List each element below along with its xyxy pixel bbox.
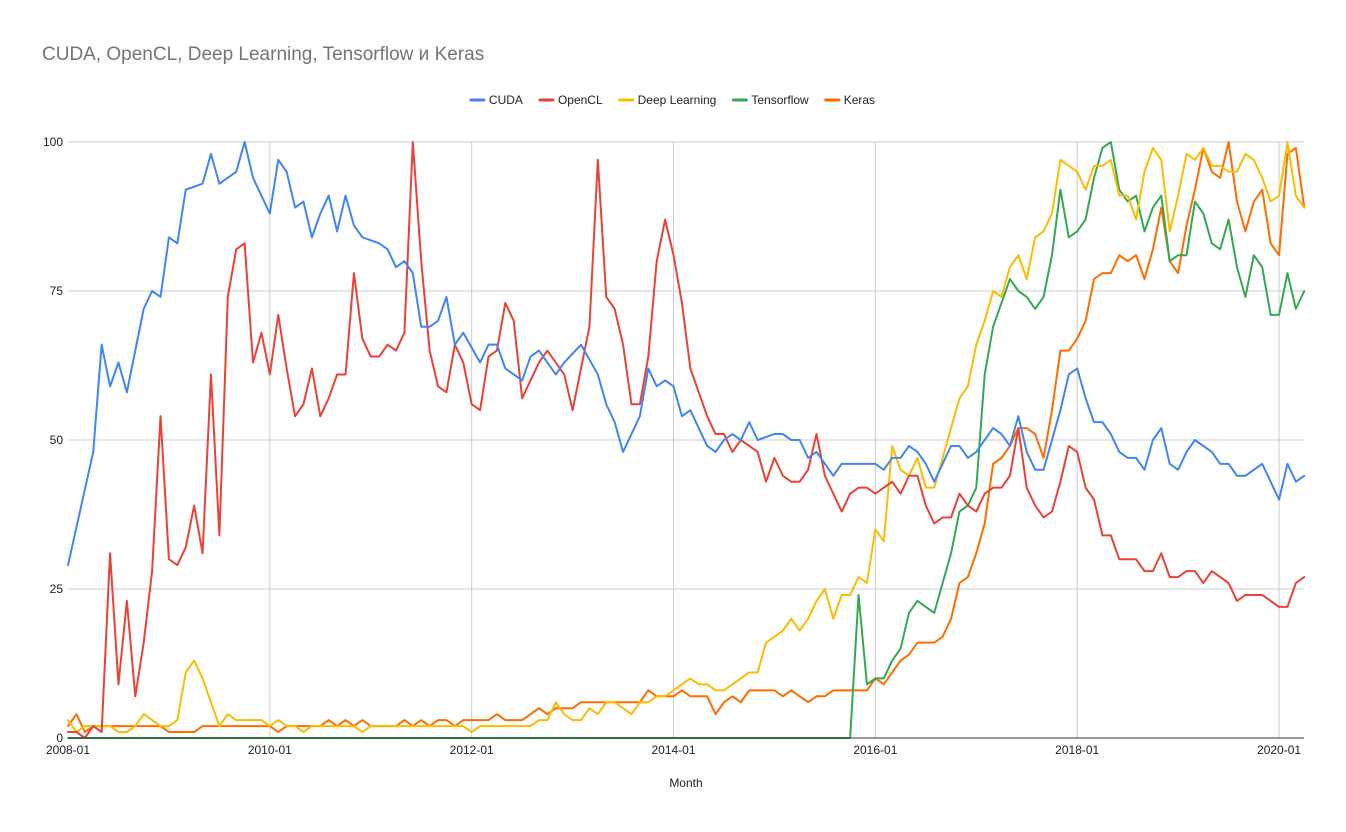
x-tick-label: 2018-01 xyxy=(1055,743,1099,757)
y-tick-label: 0 xyxy=(56,731,63,745)
gridlines xyxy=(68,141,1304,738)
legend-label-keras: Keras xyxy=(844,93,875,107)
y-tick-label: 25 xyxy=(50,582,64,596)
y-tick-label: 75 xyxy=(50,284,64,298)
x-tick-label: 2014-01 xyxy=(651,743,695,757)
x-tick-label: 2016-01 xyxy=(853,743,897,757)
x-tick-label: 2020-01 xyxy=(1257,743,1301,757)
series-line-deep-learning xyxy=(67,141,1306,734)
x-axis-ticks: 2008-01 2010-01 2012-01 2014-01 2016-01 2018-… xyxy=(46,743,1301,757)
chart-title: CUDA, OpenCL, Deep Learning, Tensorflow … xyxy=(42,44,484,65)
legend-label-cuda: CUDA xyxy=(489,93,523,107)
x-tick-label: 2008-01 xyxy=(46,743,90,757)
legend: CUDA OpenCL Deep Learning Tensorflow Keras xyxy=(469,93,875,107)
x-axis-title: Month xyxy=(669,776,702,790)
y-tick-label: 100 xyxy=(43,135,63,149)
x-tick-label: 2012-01 xyxy=(450,743,494,757)
series-lines xyxy=(67,141,1306,739)
series-line-cuda xyxy=(67,141,1306,567)
series-line-tensorflow xyxy=(67,141,1306,739)
legend-label-opencl: OpenCL xyxy=(558,93,603,107)
x-tick-label: 2010-01 xyxy=(248,743,292,757)
legend-label-tensorflow: Tensorflow xyxy=(751,93,809,107)
y-axis-ticks: 0 25 50 75 100 xyxy=(43,135,63,745)
series-line-keras xyxy=(67,141,1306,734)
y-tick-label: 50 xyxy=(50,433,64,447)
series-line-opencl xyxy=(67,141,1306,739)
legend-label-deep-learning: Deep Learning xyxy=(638,93,717,107)
